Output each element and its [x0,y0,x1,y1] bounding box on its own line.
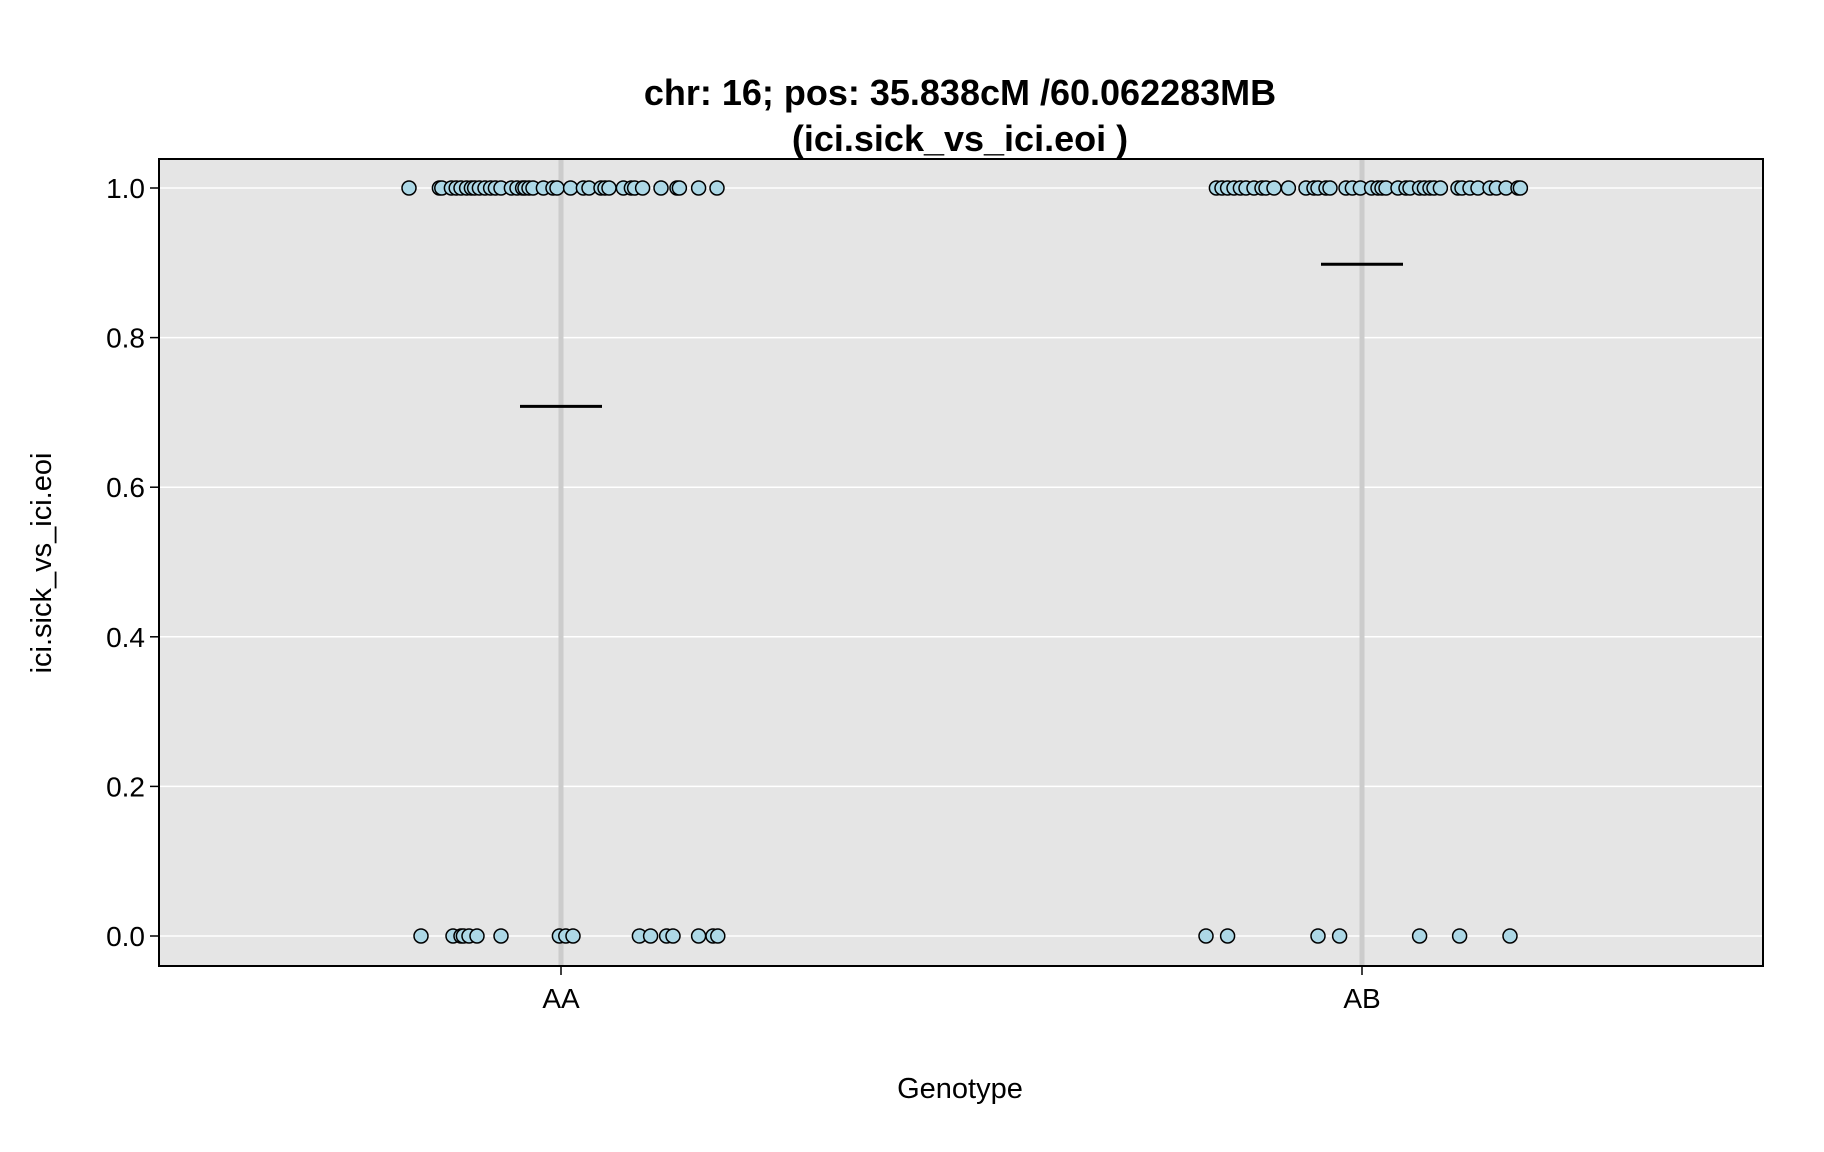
data-point [1451,928,1468,944]
x-tick-label: AA [542,983,580,1014]
plot-panel-border [158,158,1764,967]
data-point [1432,180,1449,196]
x-tick-label: AB [1343,983,1380,1014]
y-tick-label: 0.2 [106,771,145,802]
category-lines [558,159,1365,966]
data-point [1266,180,1282,196]
data-point [642,928,659,944]
data-point [709,180,725,196]
data-point [690,928,707,944]
mean-markers [520,262,1403,408]
data-point [665,928,681,944]
data-point [1198,928,1214,944]
data-point [671,180,688,196]
data-point [1411,928,1428,944]
data-point [601,180,617,196]
gridlines [159,187,1763,937]
y-tick-label: 0.4 [106,622,145,653]
data-point [469,928,485,944]
data-point [413,928,429,944]
data-point [549,180,565,196]
y-axis-label: ici.sick_vs_ici.eoi [26,453,58,674]
data-point [653,180,669,196]
y-tick-label: 0.0 [106,921,145,952]
data-point [1322,180,1338,196]
data-point [401,180,417,196]
data-point [1280,180,1297,196]
data-point [493,928,509,944]
chart-title-line2: (ici.sick_vs_ici.eoi ) [792,118,1128,159]
data-point [1331,928,1348,944]
y-tick-label: 0.6 [106,472,145,503]
data-point [565,928,581,944]
y-tick-label: 1.0 [106,173,145,204]
data-point [562,180,579,196]
x-axis-label: Genotype [897,1073,1023,1105]
chart-title-line1: chr: 16; pos: 35.838cM /60.062283MB [644,72,1276,113]
data-point [1219,928,1236,944]
data-point [1502,928,1518,944]
y-axis-ticks: 0.0 0.2 0.4 0.6 0.8 1.0 [106,173,159,952]
data-point [1512,180,1529,196]
data-point [1310,928,1326,944]
data-point [634,180,651,196]
data-points [401,180,1529,944]
data-point [710,928,726,944]
plot-panel-background [159,159,1763,966]
x-axis-ticks: AA AB [542,966,1381,1014]
data-point [690,180,707,196]
y-tick-label: 0.8 [106,323,145,354]
